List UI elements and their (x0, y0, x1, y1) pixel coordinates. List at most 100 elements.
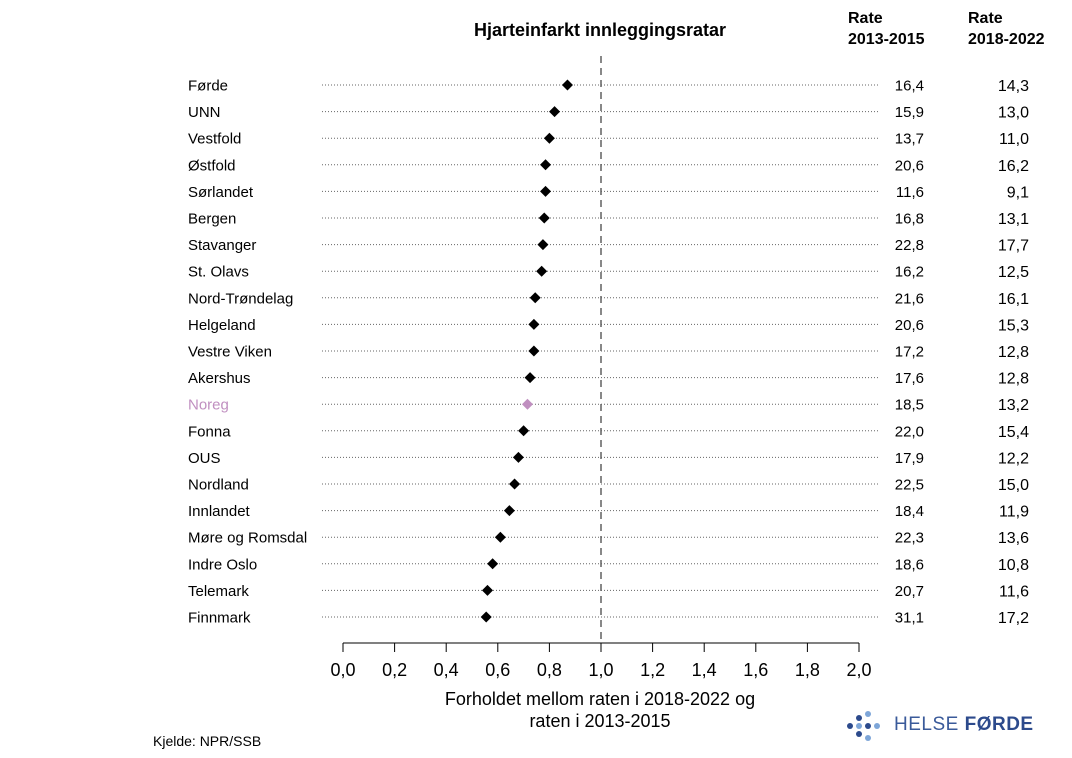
rate-2018-2022-nordland: 15,0 (998, 477, 1029, 494)
marker-unn (549, 106, 561, 118)
x-tick-label-7: 1,4 (692, 660, 717, 680)
x-tick-label-0: 0,0 (330, 660, 355, 680)
x-tick-label-6: 1,2 (640, 660, 665, 680)
rate-2013-2015-m-re-og-romsdal: 22,3 (895, 530, 924, 547)
marker-nordland (509, 478, 521, 490)
x-tick-label-3: 0,6 (485, 660, 510, 680)
marker-stavanger (537, 239, 549, 251)
chart-title: Hjarteinfarkt innleggingsratar (473, 20, 727, 40)
marker-nord-tr-ndelag (529, 292, 541, 304)
row-label-ous: OUS (188, 450, 221, 467)
marker-innlandet (503, 505, 515, 517)
rate-2013-2015-telemark: 20,7 (895, 583, 924, 600)
row-label-finnmark: Finnmark (188, 610, 251, 627)
marker-vestfold (543, 132, 555, 144)
rate-2018-2022-ous: 12,2 (998, 450, 1029, 467)
row-label-vestfold: Vestfold (188, 131, 241, 148)
rate-2013-2015-bergen: 16,8 (895, 211, 924, 228)
x-axis-label-line1: Forholdet mellom raten i 2018-2022 og (444, 689, 756, 709)
row-label-nord-tr-ndelag: Nord-Trøndelag (188, 290, 293, 307)
x-tick-label-5: 1,0 (588, 660, 613, 680)
row-label-akershus: Akershus (188, 370, 251, 387)
row-label-stavanger: Stavanger (188, 237, 256, 254)
row-label-stfold: Østfold (188, 157, 236, 174)
marker-noreg (521, 398, 533, 410)
x-tick-label-10: 2,0 (846, 660, 871, 680)
rate-2013-2015-nord-tr-ndelag: 21,6 (895, 290, 924, 307)
rate-2018-2022-helgeland: 15,3 (998, 317, 1029, 334)
row-label-f-rde: Førde (188, 78, 228, 95)
row-label-m-re-og-romsdal: Møre og Romsdal (188, 530, 307, 547)
rate-2013-2015-helgeland: 20,6 (895, 317, 924, 334)
x-axis-label: Forholdet mellom raten i 2018-2022 og ra… (400, 688, 800, 732)
rate-2018-2022-header-line1: Rate (968, 10, 1003, 27)
row-label-vestre-viken: Vestre Viken (188, 344, 272, 361)
logo-wordmark: HELSE FØRDE (894, 714, 1034, 736)
x-tick-label-9: 1,8 (795, 660, 820, 680)
x-tick-label-1: 0,2 (382, 660, 407, 680)
rate-2018-2022-f-rde: 14,3 (998, 78, 1029, 95)
rate-2018-2022-indre-oslo: 10,8 (998, 557, 1029, 574)
rate-2013-2015-header-line1: Rate (848, 10, 883, 27)
rate-2013-2015-nordland: 22,5 (895, 477, 924, 494)
marker-indre-oslo (487, 558, 499, 570)
rate-2018-2022-noreg: 13,2 (998, 397, 1029, 414)
rate-2013-2015-vestfold: 13,7 (895, 131, 924, 148)
rate-2018-2022-header-line2: 2018-2022 (968, 31, 1045, 48)
row-label-indre-oslo: Indre Oslo (188, 556, 257, 573)
rate-2018-2022-m-re-og-romsdal: 13,6 (998, 530, 1029, 547)
marker-finnmark (480, 611, 492, 623)
marker-stfold (540, 159, 552, 171)
x-tick-label-2: 0,4 (434, 660, 459, 680)
rate-2013-2015-noreg: 18,5 (895, 397, 924, 414)
rate-2018-2022-stfold: 16,2 (998, 158, 1029, 175)
rate-2018-2022-vestfold: 11,0 (999, 131, 1029, 148)
rate-2013-2015-innlandet: 18,4 (895, 503, 924, 520)
rate-2018-2022-fonna: 15,4 (998, 424, 1029, 441)
rate-2018-2022-s-rlandet: 9,1 (1007, 184, 1029, 201)
marker-s-rlandet (540, 185, 552, 197)
row-label-helgeland: Helgeland (188, 317, 256, 334)
marker-f-rde (561, 79, 573, 91)
rate-2018-2022-telemark: 11,6 (999, 583, 1029, 600)
rate-2018-2022-innlandet: 11,9 (999, 504, 1029, 521)
x-tick-label-4: 0,8 (537, 660, 562, 680)
row-label-nordland: Nordland (188, 477, 249, 494)
rate-2013-2015-header-line2: 2013-2015 (848, 31, 925, 48)
marker-st-olavs (536, 265, 548, 277)
source-note: Kjelde: NPR/SSB (153, 733, 262, 749)
row-label-s-rlandet: Sørlandet (188, 184, 254, 201)
row-label-telemark: Telemark (188, 583, 249, 600)
rate-2013-2015-finnmark: 31,1 (895, 610, 924, 627)
row-label-innlandet: Innlandet (188, 503, 251, 520)
rate-2018-2022-nord-tr-ndelag: 16,1 (998, 291, 1029, 308)
rate-2018-2022-unn: 13,0 (998, 105, 1029, 122)
rate-2018-2022-bergen: 13,1 (998, 211, 1029, 228)
row-label-fonna: Fonna (188, 423, 231, 440)
rate-2013-2015-unn: 15,9 (895, 104, 924, 121)
rate-2013-2015-akershus: 17,6 (895, 370, 924, 387)
rate-2018-2022-st-olavs: 12,5 (998, 264, 1029, 281)
marker-m-re-og-romsdal (494, 531, 506, 543)
rate-2018-2022-finnmark: 17,2 (998, 610, 1029, 627)
marker-ous (512, 451, 524, 463)
rate-2013-2015-fonna: 22,0 (895, 423, 924, 440)
rate-2013-2015-st-olavs: 16,2 (895, 264, 924, 281)
rate-2018-2022-vestre-viken: 12,8 (998, 344, 1029, 361)
rate-2013-2015-indre-oslo: 18,6 (895, 556, 924, 573)
rate-2013-2015-vestre-viken: 17,2 (895, 344, 924, 361)
marker-helgeland (528, 318, 540, 330)
row-label-bergen: Bergen (188, 211, 236, 228)
rate-2018-2022-akershus: 12,8 (998, 371, 1029, 388)
x-tick-label-8: 1,6 (743, 660, 768, 680)
rate-2013-2015-header: Rate 2013-2015 (848, 8, 925, 50)
row-label-st-olavs: St. Olavs (188, 264, 249, 281)
rate-2013-2015-s-rlandet: 11,6 (896, 184, 924, 201)
row-label-unn: UNN (188, 104, 221, 121)
rate-2013-2015-stfold: 20,6 (895, 157, 924, 174)
x-axis-label-line2: raten i 2013-2015 (529, 711, 671, 731)
logo-text-part1: HELSE (894, 714, 959, 735)
rate-2013-2015-f-rde: 16,4 (895, 78, 924, 95)
marker-akershus (524, 372, 536, 384)
